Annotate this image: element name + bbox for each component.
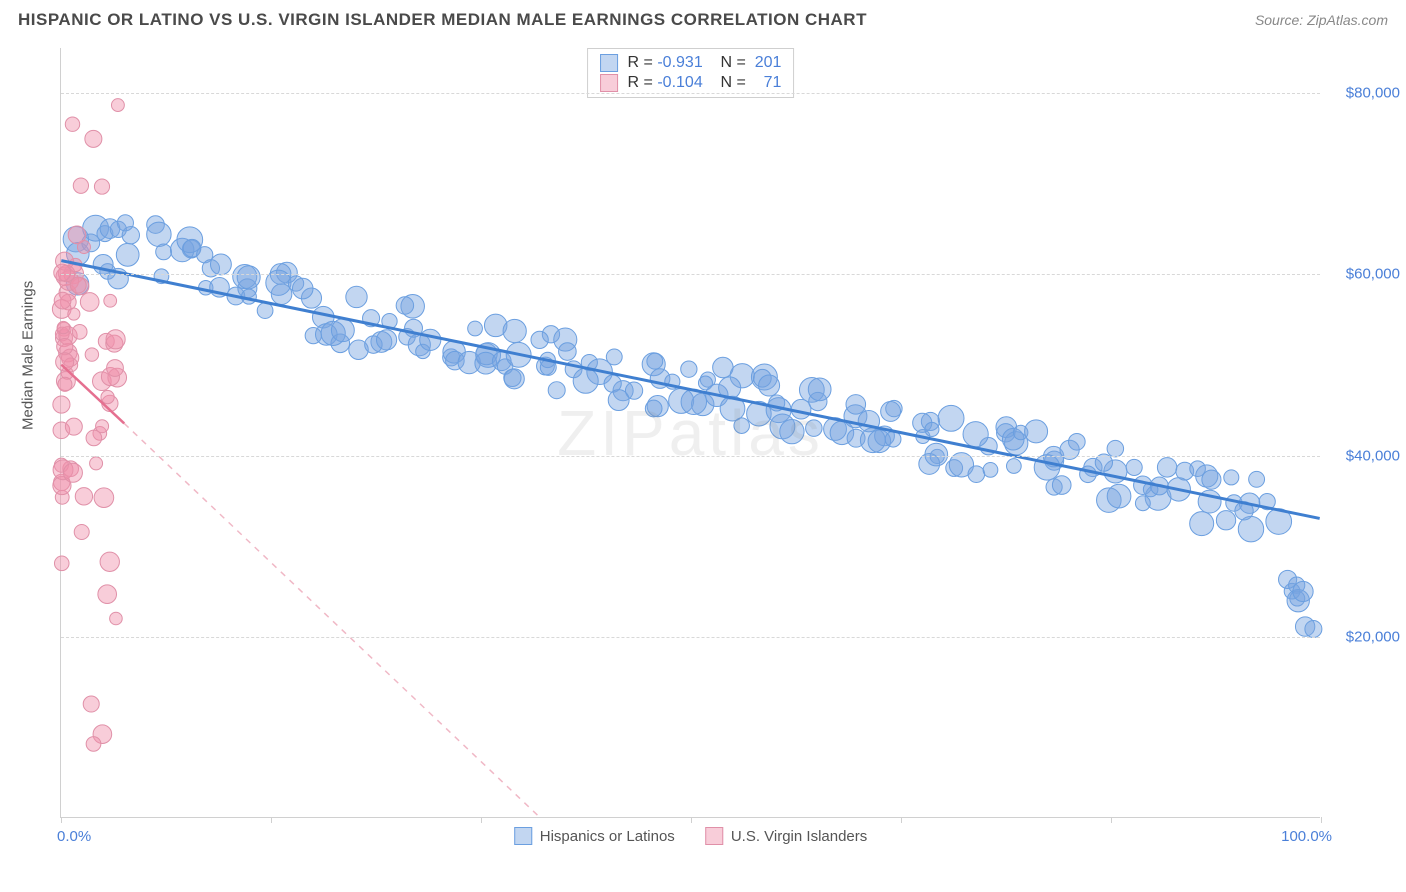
chart-plot-area: ZIPatlas R = -0.931 N = 201 R = -0.104 N… — [60, 48, 1320, 818]
n-value: 71 — [764, 74, 782, 91]
gridline-h — [61, 93, 1320, 94]
legend-swatch-0 — [514, 827, 532, 845]
source-name: ZipAtlas.com — [1307, 12, 1388, 28]
r-label: R = — [628, 74, 653, 91]
x-tick — [691, 817, 692, 823]
gridline-h — [61, 637, 1320, 638]
x-tick — [481, 817, 482, 823]
y-axis-title: Median Male Earnings — [20, 281, 37, 430]
n-label: N = — [721, 54, 746, 71]
stats-text-series-0: R = -0.931 N = 201 — [628, 54, 782, 72]
stats-text-series-1: R = -0.104 N = 71 — [628, 74, 782, 92]
y-tick-label: $80,000 — [1330, 85, 1400, 102]
source-prefix: Source: — [1255, 12, 1307, 28]
legend-item-0: Hispanics or Latinos — [514, 827, 675, 845]
source-attribution: Source: ZipAtlas.com — [1255, 12, 1388, 28]
legend-swatch-1 — [705, 827, 723, 845]
stats-row-series-1: R = -0.104 N = 71 — [600, 73, 782, 93]
stats-swatch-series-1 — [600, 74, 618, 92]
scatter-svg — [61, 48, 1320, 817]
legend-label-0: Hispanics or Latinos — [540, 828, 675, 845]
x-start-label: 0.0% — [57, 828, 91, 845]
correlation-stats-box: R = -0.931 N = 201 R = -0.104 N = 71 — [587, 48, 795, 98]
legend: Hispanics or Latinos U.S. Virgin Islande… — [514, 827, 868, 845]
y-tick-label: $40,000 — [1330, 447, 1400, 464]
x-tick — [1111, 817, 1112, 823]
n-label: N = — [721, 74, 746, 91]
r-value: -0.931 — [657, 54, 702, 71]
x-tick — [61, 817, 62, 823]
x-tick — [271, 817, 272, 823]
legend-item-1: U.S. Virgin Islanders — [705, 827, 867, 845]
r-label: R = — [628, 54, 653, 71]
stats-swatch-series-0 — [600, 54, 618, 72]
chart-header: HISPANIC OR LATINO VS U.S. VIRGIN ISLAND… — [0, 0, 1406, 34]
x-tick — [901, 817, 902, 823]
chart-title: HISPANIC OR LATINO VS U.S. VIRGIN ISLAND… — [18, 10, 867, 30]
y-tick-label: $20,000 — [1330, 628, 1400, 645]
gridline-h — [61, 456, 1320, 457]
r-value: -0.104 — [657, 74, 702, 91]
stats-row-series-0: R = -0.931 N = 201 — [600, 53, 782, 73]
gridline-h — [61, 274, 1320, 275]
x-end-label: 100.0% — [1281, 828, 1332, 845]
y-tick-label: $60,000 — [1330, 266, 1400, 283]
x-tick — [1321, 817, 1322, 823]
legend-label-1: U.S. Virgin Islanders — [731, 828, 867, 845]
n-value: 201 — [755, 54, 782, 71]
